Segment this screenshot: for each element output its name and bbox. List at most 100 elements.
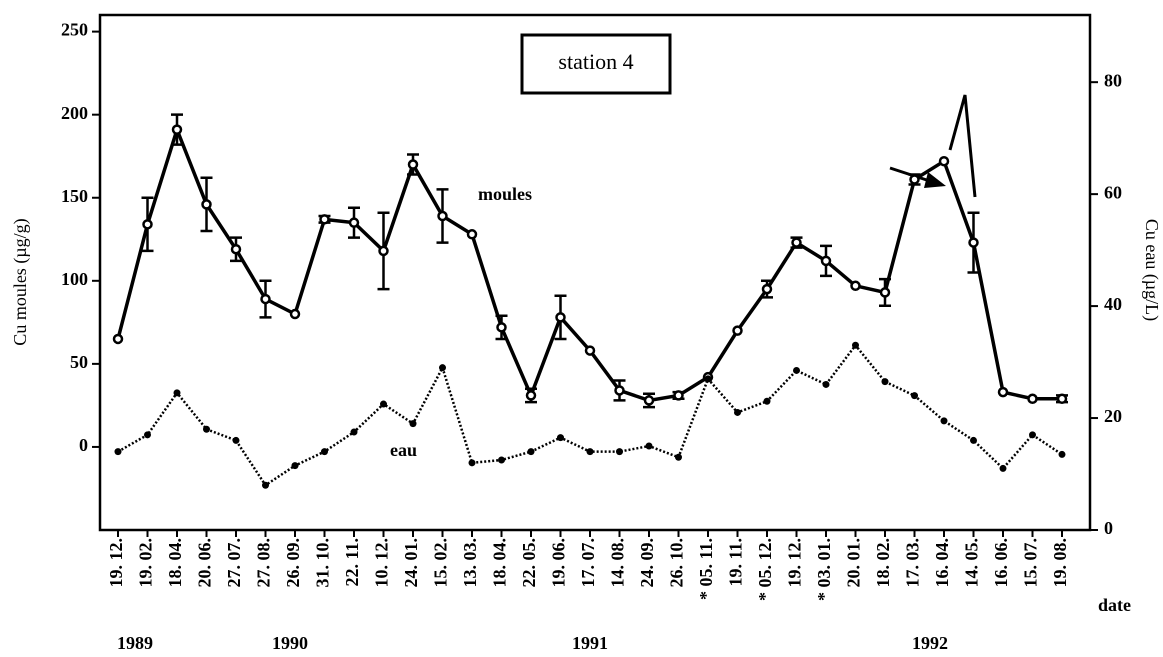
marker	[466, 229, 478, 240]
y2-tick-label: 20	[1104, 406, 1122, 426]
x-tick-label: 14. 05.	[962, 538, 982, 588]
marker	[289, 308, 301, 320]
marker	[881, 378, 889, 386]
marker	[1056, 393, 1068, 405]
marker	[468, 459, 476, 467]
marker	[970, 436, 977, 444]
marker	[734, 408, 741, 416]
marker	[319, 214, 330, 225]
marker	[380, 400, 387, 408]
marker	[173, 389, 181, 397]
marker	[763, 397, 771, 405]
y2-tick-label: 80	[1104, 70, 1122, 90]
x-tick-label: * 05. 12.	[755, 538, 775, 601]
marker	[171, 124, 183, 135]
series-line	[117, 343, 1063, 487]
marker	[321, 448, 328, 456]
year-label: 1989	[117, 633, 153, 653]
x-tick-label: 10. 12.	[372, 538, 392, 588]
marker	[850, 280, 861, 292]
x-tick-label: 15. 02.	[431, 538, 451, 588]
y-tick-label: 250	[61, 20, 88, 40]
marker	[407, 159, 419, 170]
marker	[616, 448, 623, 456]
marker	[820, 255, 832, 267]
y2-tick-label: 40	[1104, 294, 1122, 314]
y-tick-label: 150	[61, 186, 88, 206]
marker	[704, 375, 712, 383]
marker	[144, 431, 151, 439]
marker	[1029, 431, 1036, 439]
x-tick-label: 17. 03.	[903, 538, 923, 588]
marker	[232, 436, 240, 444]
marker	[586, 448, 594, 456]
x-tick-label: 27. 08.	[254, 538, 274, 588]
x-tick-label: 16. 06.	[991, 538, 1011, 588]
x-tick-label: 18. 04.	[490, 538, 510, 588]
annotation-spike	[948, 94, 977, 198]
marker	[852, 341, 859, 349]
marker	[791, 237, 802, 248]
series-label: moules	[478, 184, 532, 204]
marker	[793, 366, 800, 374]
x-tick-label: 20. 06.	[195, 538, 215, 588]
x-tick-label: 14. 08.	[608, 538, 628, 588]
x-tick-label: 19. 08.	[1050, 538, 1070, 588]
marker	[673, 390, 684, 401]
marker	[675, 453, 682, 461]
x-tick-label: 16. 04.	[932, 538, 952, 588]
x-tick-label: 19. 12.	[785, 538, 805, 588]
marker	[291, 462, 299, 470]
x-tick-label: * 03. 01.	[814, 538, 834, 601]
marker	[911, 392, 918, 400]
marker	[999, 464, 1007, 472]
x-tick-label: 13. 03.	[460, 538, 480, 588]
marker	[527, 448, 535, 456]
marker	[142, 219, 153, 230]
year-label: 1992	[912, 633, 948, 653]
marker	[378, 245, 389, 257]
x-tick-label: 18. 02.	[873, 538, 893, 588]
marker	[1058, 450, 1066, 458]
y2-axis-label: Cu eau (µg/L)	[1141, 219, 1162, 321]
marker	[409, 420, 417, 428]
x-tick-label: 24. 09.	[637, 538, 657, 588]
y-tick-label: 200	[61, 103, 88, 123]
y-tick-label: 0	[79, 435, 88, 455]
x-tick-label: 19. 12.	[106, 538, 126, 588]
marker	[555, 312, 566, 323]
marker	[732, 325, 743, 336]
marker	[260, 293, 271, 305]
marker	[1027, 393, 1038, 405]
x-tick-label: 26. 10.	[667, 538, 687, 588]
x-tick-label: 22. 05.	[519, 538, 539, 588]
marker	[938, 155, 950, 167]
series-line	[116, 124, 1062, 403]
marker	[112, 333, 124, 345]
x-tick-label: 24. 01.	[401, 538, 421, 588]
marker	[350, 428, 358, 436]
y2-tick-label: 0	[1104, 518, 1113, 538]
y-tick-label: 100	[61, 269, 88, 289]
y2-tick-label: 60	[1104, 182, 1122, 202]
y-axis-label: Cu moules (µg/g)	[10, 218, 31, 345]
marker	[437, 210, 448, 222]
marker	[879, 287, 891, 298]
x-tick-label: 15. 07.	[1021, 538, 1041, 588]
marker	[584, 345, 596, 356]
marker	[968, 237, 979, 248]
marker	[557, 434, 564, 442]
x-tick-label: 18. 04.	[165, 538, 185, 588]
x-tick-label: 31. 10.	[313, 538, 333, 588]
year-label: 1991	[572, 633, 608, 653]
x-tick-label: 22. 11.	[342, 538, 362, 587]
marker	[439, 364, 446, 372]
marker	[822, 380, 830, 388]
marker	[114, 448, 122, 456]
marker	[203, 425, 210, 433]
marker	[614, 385, 625, 396]
chart-title: station 4	[558, 49, 633, 74]
x-tick-label: 27. 07.	[224, 538, 244, 588]
marker	[643, 395, 655, 406]
